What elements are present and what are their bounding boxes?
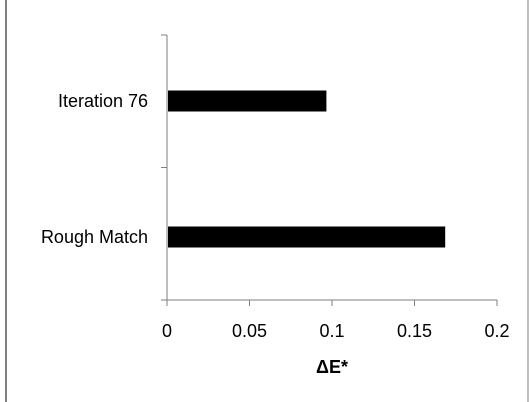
bar — [168, 226, 446, 248]
x-tick-label: 0.2 — [484, 321, 509, 341]
x-tick-label: 0.1 — [319, 321, 344, 341]
chart-marks: 0 0.05 0.1 0.15 0.2 Rough Match Iteration 76 ΔE… — [41, 34, 510, 377]
x-tick-label: 0.15 — [397, 321, 432, 341]
bar — [168, 90, 327, 112]
x-tick-label: 0 — [162, 321, 172, 341]
category-label: Iteration 76 — [58, 91, 148, 111]
x-axis-title: ΔE* — [316, 357, 348, 377]
category-label: Rough Match — [41, 227, 148, 247]
x-tick-label: 0.05 — [232, 321, 267, 341]
